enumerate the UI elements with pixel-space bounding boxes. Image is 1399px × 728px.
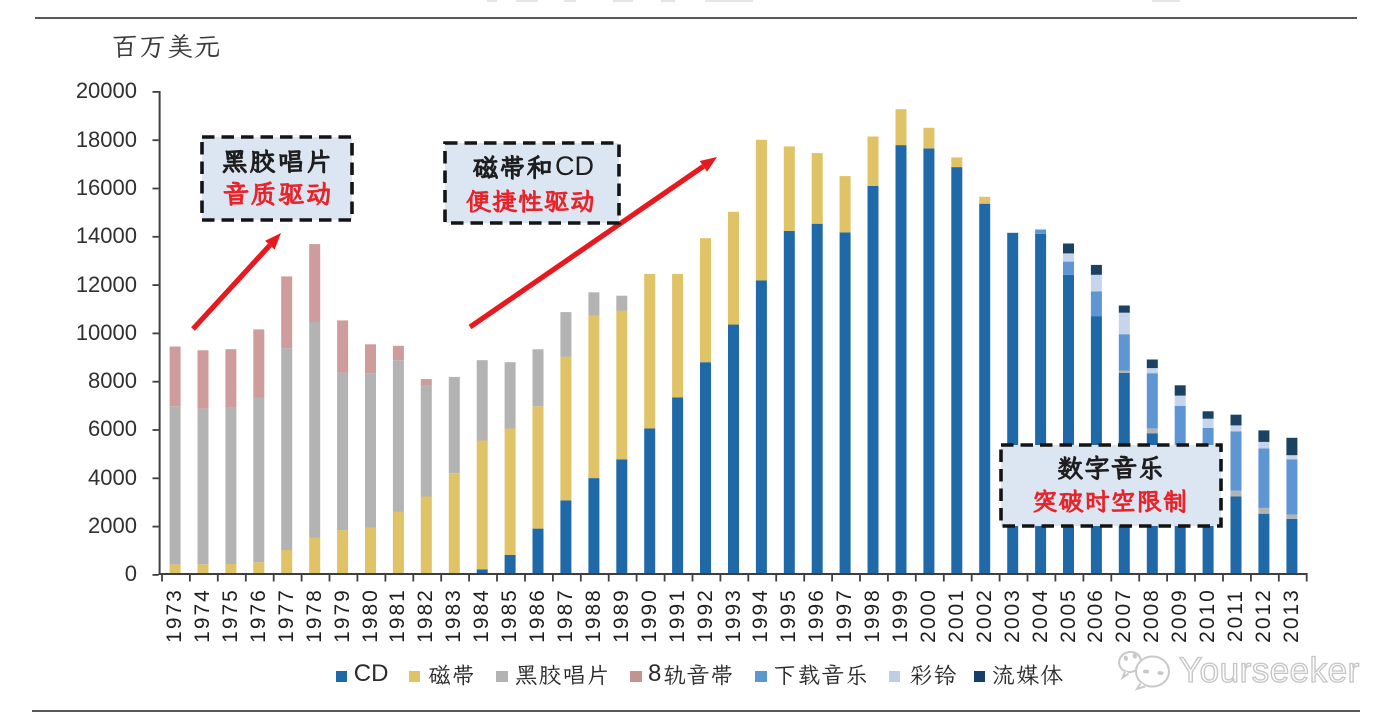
svg-text:CD: CD <box>555 151 594 181</box>
